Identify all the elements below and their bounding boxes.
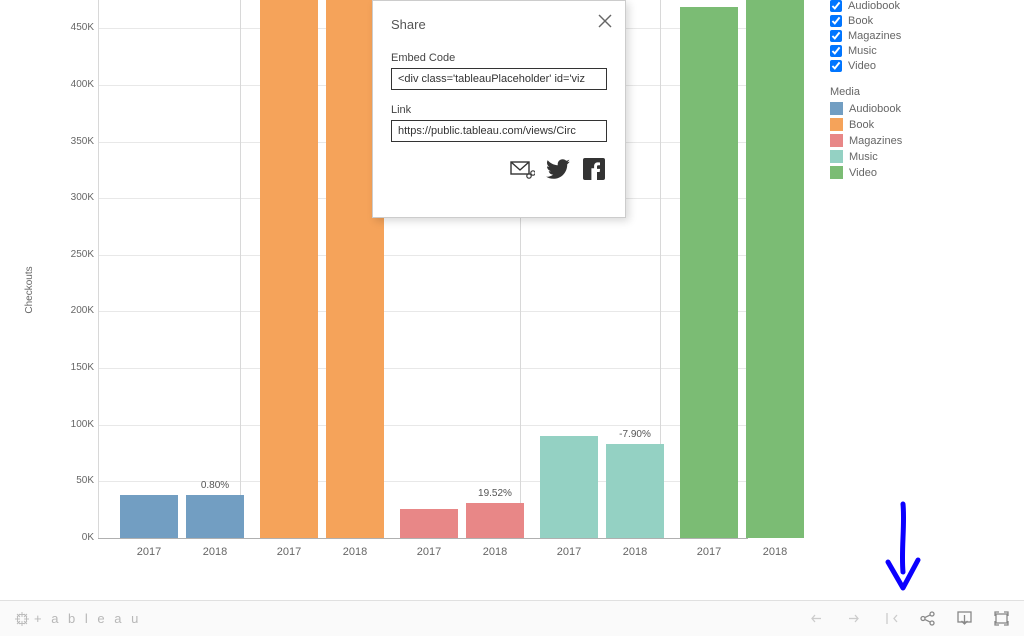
xtick: 2017 bbox=[679, 546, 739, 558]
twitter-icon[interactable] bbox=[545, 156, 571, 187]
legend-swatch bbox=[830, 134, 843, 147]
bar-magazines-2018[interactable] bbox=[466, 503, 524, 538]
bar-music-2018[interactable] bbox=[606, 444, 664, 538]
ytick: 0K bbox=[66, 532, 94, 543]
bottom-toolbar: + a b l e a u bbox=[0, 600, 1024, 636]
filter-label: Magazines bbox=[848, 30, 901, 42]
filter-checkbox[interactable] bbox=[830, 0, 842, 12]
share-icon[interactable] bbox=[919, 610, 936, 627]
bar-video-2017[interactable] bbox=[680, 7, 738, 538]
xtick: 2018 bbox=[745, 546, 805, 558]
bar-magazines-2017[interactable] bbox=[400, 509, 458, 538]
legend-item-book[interactable]: Book bbox=[830, 118, 1010, 131]
link-label: Link bbox=[391, 104, 607, 116]
filter-label: Video bbox=[848, 60, 876, 72]
filter-legend-panel: Audiobook Book Magazines Music Video Media A… bbox=[830, 0, 1010, 182]
download-icon[interactable] bbox=[956, 610, 973, 627]
tableau-logo[interactable]: + a b l e a u bbox=[14, 611, 141, 627]
embed-label: Embed Code bbox=[391, 52, 607, 64]
bar-book-2017[interactable] bbox=[260, 0, 318, 538]
facebook-icon[interactable] bbox=[581, 156, 607, 187]
email-icon[interactable] bbox=[509, 156, 535, 187]
share-dialog: Share Embed Code Link bbox=[372, 0, 626, 218]
reset-icon[interactable] bbox=[882, 610, 899, 627]
xtick: 2017 bbox=[259, 546, 319, 558]
xtick: 2018 bbox=[325, 546, 385, 558]
redo-icon[interactable] bbox=[845, 610, 862, 627]
undo-icon[interactable] bbox=[808, 610, 825, 627]
ytick: 100K bbox=[66, 419, 94, 430]
group-divider bbox=[240, 0, 241, 538]
gridline bbox=[98, 368, 748, 369]
filter-item-music[interactable]: Music bbox=[830, 45, 1010, 57]
bar-music-2017[interactable] bbox=[540, 436, 598, 538]
legend-swatch bbox=[830, 118, 843, 131]
ytick: 400K bbox=[66, 79, 94, 90]
close-icon[interactable] bbox=[597, 13, 613, 29]
ytick: 250K bbox=[66, 249, 94, 260]
legend-swatch bbox=[830, 150, 843, 163]
filter-checkbox[interactable] bbox=[830, 30, 842, 42]
bar-video-2018[interactable] bbox=[746, 0, 804, 538]
filter-label: Music bbox=[848, 45, 877, 57]
legend-item-video[interactable]: Video bbox=[830, 166, 1010, 179]
legend-item-magazines[interactable]: Magazines bbox=[830, 134, 1010, 147]
yaxis-label: Checkouts bbox=[24, 266, 35, 313]
share-title: Share bbox=[391, 17, 607, 32]
bar-label: 19.52% bbox=[465, 488, 525, 499]
filter-checkbox[interactable] bbox=[830, 15, 842, 27]
legend-swatch bbox=[830, 166, 843, 179]
bar-audiobook-2018[interactable] bbox=[186, 495, 244, 538]
filter-item-audiobook[interactable]: Audiobook bbox=[830, 0, 1010, 12]
xtick: 2017 bbox=[539, 546, 599, 558]
link-input[interactable] bbox=[391, 120, 607, 142]
gridline bbox=[98, 425, 748, 426]
xtick: 2018 bbox=[185, 546, 245, 558]
filter-checkbox[interactable] bbox=[830, 60, 842, 72]
xtick: 2017 bbox=[119, 546, 179, 558]
filter-item-book[interactable]: Book bbox=[830, 15, 1010, 27]
embed-input[interactable] bbox=[391, 68, 607, 90]
bar-label: -7.90% bbox=[605, 429, 665, 440]
legend-title: Media bbox=[830, 86, 1010, 98]
legend-item-audiobook[interactable]: Audiobook bbox=[830, 102, 1010, 115]
bar-audiobook-2017[interactable] bbox=[120, 495, 178, 538]
ytick: 50K bbox=[66, 475, 94, 486]
gridline bbox=[98, 255, 748, 256]
filter-label: Book bbox=[848, 15, 873, 27]
ytick: 150K bbox=[66, 362, 94, 373]
legend-label: Magazines bbox=[849, 135, 902, 147]
legend-item-music[interactable]: Music bbox=[830, 150, 1010, 163]
tableau-brand-text: + a b l e a u bbox=[34, 611, 141, 626]
ytick: 200K bbox=[66, 305, 94, 316]
filter-checkbox[interactable] bbox=[830, 45, 842, 57]
filter-item-video[interactable]: Video bbox=[830, 60, 1010, 72]
legend-label: Video bbox=[849, 167, 877, 179]
legend-label: Audiobook bbox=[849, 103, 901, 115]
xtick: 2017 bbox=[399, 546, 459, 558]
legend-label: Book bbox=[849, 119, 874, 131]
filter-item-magazines[interactable]: Magazines bbox=[830, 30, 1010, 42]
xtick: 2018 bbox=[465, 546, 525, 558]
xtick: 2018 bbox=[605, 546, 665, 558]
group-divider bbox=[98, 0, 99, 538]
ytick: 300K bbox=[66, 192, 94, 203]
filter-label: Audiobook bbox=[848, 0, 900, 12]
fullscreen-icon[interactable] bbox=[993, 610, 1010, 627]
bar-label: 0.80% bbox=[185, 480, 245, 491]
legend-label: Music bbox=[849, 151, 878, 163]
gridline bbox=[98, 311, 748, 312]
legend-swatch bbox=[830, 102, 843, 115]
ytick: 450K bbox=[66, 22, 94, 33]
ytick: 350K bbox=[66, 136, 94, 147]
